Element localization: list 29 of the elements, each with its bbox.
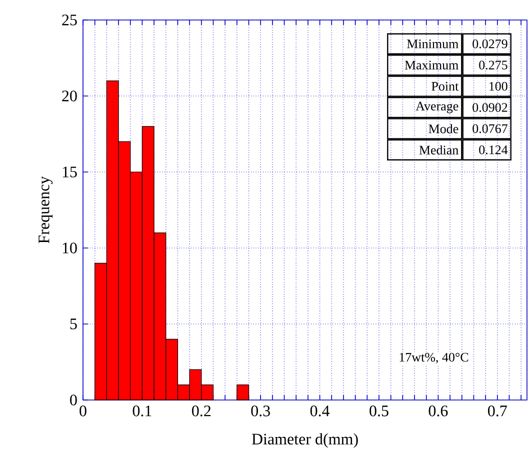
annotation: Mode bbox=[428, 124, 458, 134]
annotation: 0.275 bbox=[479, 60, 508, 70]
x-tick-label: 0.5 bbox=[370, 406, 388, 416]
x-tick-label: 0.7 bbox=[488, 406, 507, 416]
annotation: 0.0902 bbox=[472, 103, 508, 112]
x-tick-label: 0 bbox=[80, 406, 86, 416]
annotation: Median bbox=[419, 145, 458, 154]
annotation: 0.0279 bbox=[472, 39, 508, 48]
y-tick-label: 5 bbox=[70, 318, 77, 330]
y-tick-label: 0 bbox=[70, 394, 77, 406]
y-tick-label: 20 bbox=[62, 90, 77, 102]
x-tick-label: 0.6 bbox=[428, 406, 448, 416]
annotation: Maximum bbox=[404, 60, 458, 70]
y-tick-label: 25 bbox=[62, 14, 77, 26]
x-tick-label: 0.1 bbox=[132, 406, 152, 416]
y-tick-label: 10 bbox=[62, 242, 77, 254]
annotation: 0.124 bbox=[479, 145, 508, 154]
x-axis-title: Diameter d(mm) bbox=[252, 433, 358, 448]
annotation: Point bbox=[432, 82, 459, 91]
x-tick-label: 0.4 bbox=[310, 406, 330, 416]
annotation: 17wt%, 40°C bbox=[400, 352, 468, 364]
annotation: 100 bbox=[489, 82, 508, 91]
annotation: Minimum bbox=[407, 40, 458, 48]
y-axis-title: Frequency bbox=[38, 176, 53, 244]
x-tick-label: 0.3 bbox=[251, 406, 270, 416]
annotation: Average bbox=[416, 102, 458, 114]
y-tick-label: 15 bbox=[62, 166, 77, 178]
annotation: 0.0767 bbox=[472, 124, 508, 134]
x-tick-label: 0.2 bbox=[192, 406, 211, 416]
